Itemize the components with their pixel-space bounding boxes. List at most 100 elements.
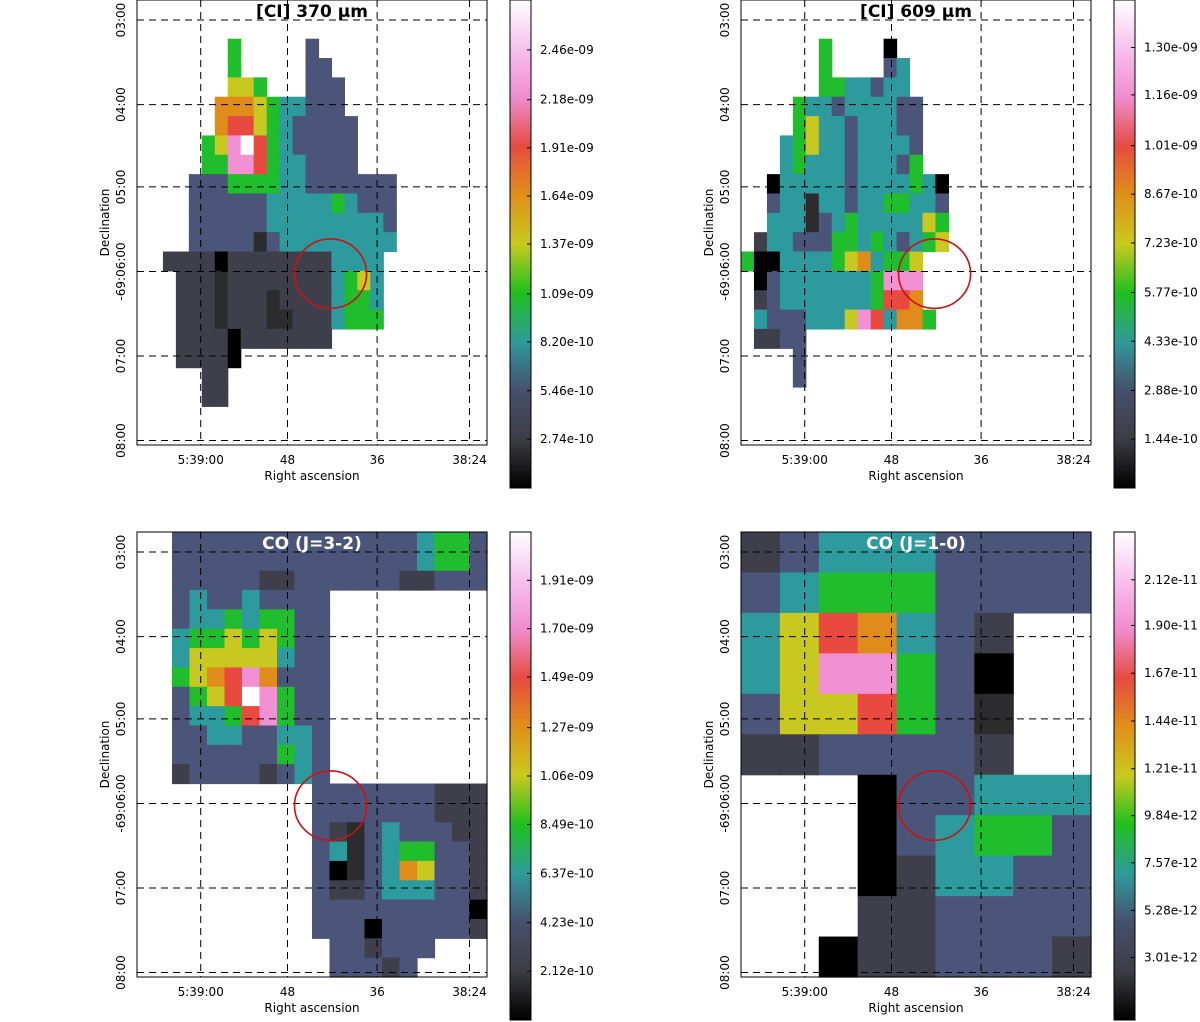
- heatmap-cell: [347, 880, 366, 901]
- heatmap-cell: [331, 174, 345, 195]
- heatmap-cell: [305, 328, 320, 349]
- heatmap-cell: [469, 783, 488, 804]
- heatmap-cell: [344, 309, 358, 330]
- heatmap-cell: [344, 116, 358, 137]
- colorbar-tick-label: 2.46e-09: [540, 43, 594, 57]
- heatmap-cell: [253, 328, 268, 349]
- heatmap-cell: [434, 860, 453, 881]
- heatmap-cell: [312, 783, 331, 804]
- heatmap-cell: [227, 116, 242, 137]
- heatmap-cell: [347, 783, 366, 804]
- heatmap-cell: [214, 154, 229, 175]
- heatmap-cell: [224, 667, 243, 688]
- heatmap-cell: [207, 609, 226, 630]
- heatmap-cell: [870, 77, 885, 98]
- heatmap-cell: [909, 96, 924, 117]
- heatmap-cell: [277, 628, 296, 649]
- heatmap-cell: [883, 270, 898, 291]
- heatmap-cell: [844, 154, 859, 175]
- y-tick-label: 04:00: [718, 619, 732, 654]
- heatmap-cell: [883, 77, 898, 98]
- heatmap-cell: [214, 96, 229, 117]
- heatmap-cell: [318, 270, 333, 291]
- heatmap-cell: [818, 232, 833, 253]
- heatmap-cell: [909, 251, 924, 272]
- heatmap-cell: [189, 532, 208, 552]
- heatmap-cell: [277, 590, 296, 610]
- y-tick-label: 07:00: [114, 871, 128, 906]
- heatmap-cell: [883, 135, 898, 156]
- heatmap-cell: [189, 744, 208, 765]
- heatmap-cell: [279, 116, 294, 137]
- heatmap-cell: [896, 174, 911, 195]
- heatmap-cell: [318, 309, 333, 330]
- heatmap-cell: [434, 551, 453, 572]
- heatmap-cell: [344, 135, 358, 156]
- heatmap-cell: [857, 734, 898, 776]
- colorbar-tick-label: 8.67e-10: [1144, 187, 1198, 201]
- heatmap-cell: [922, 174, 937, 195]
- heatmap-cell: [382, 783, 401, 804]
- heatmap-cell: [909, 193, 924, 214]
- heatmap-cell: [417, 918, 436, 939]
- heatmap-cell: [417, 860, 436, 881]
- heatmap-cell: [292, 96, 307, 117]
- heatmap-cell: [201, 328, 216, 349]
- heatmap-cell: [312, 686, 331, 707]
- heatmap-cell: [305, 38, 320, 59]
- heatmap-cell: [344, 154, 358, 175]
- heatmap-cell: [172, 667, 191, 688]
- heatmap-cell: [818, 212, 833, 233]
- heatmap-cell: [294, 532, 313, 552]
- heatmap-cell: [318, 193, 333, 214]
- heatmap-cell: [935, 232, 949, 253]
- colorbar-tick-label: 2.18e-09: [540, 93, 594, 107]
- heatmap-cell: [279, 232, 294, 253]
- heatmap-cell: [382, 822, 401, 843]
- heatmap-cell: [329, 957, 348, 978]
- heatmap-cell: [753, 290, 768, 311]
- heatmap-cell: [172, 609, 191, 630]
- heatmap-cell: [331, 212, 345, 233]
- heatmap-cells: [162, 38, 397, 407]
- y-tick-label: 05:00: [718, 170, 732, 205]
- heatmap-cell: [382, 802, 401, 823]
- heatmap-cell: [1052, 572, 1092, 614]
- heatmap-cell: [347, 551, 366, 572]
- heatmap-cell: [279, 270, 294, 291]
- heatmap-cell: [189, 667, 208, 688]
- heatmap-cell: [189, 570, 208, 591]
- heatmap-cell: [844, 309, 859, 330]
- heatmap-cell: [259, 667, 278, 688]
- heatmap-cell: [175, 348, 190, 369]
- heatmap-cell: [469, 551, 488, 572]
- colorbar-tick-label: 2.74e-10: [540, 432, 594, 446]
- heatmap-cell: [329, 899, 348, 920]
- heatmap-cell: [329, 822, 348, 843]
- heatmap-cell: [857, 309, 872, 330]
- heatmap-cell: [974, 774, 1014, 816]
- heatmap-cell: [224, 532, 243, 552]
- heatmap-cell: [909, 309, 924, 330]
- heatmap-cell: [974, 734, 1014, 776]
- heatmap-cell: [883, 154, 898, 175]
- heatmap-cell: [364, 918, 383, 939]
- heatmap-cell: [818, 693, 859, 735]
- heatmap-cell: [883, 58, 898, 78]
- heatmap-cell: [857, 251, 872, 272]
- heatmap-cell: [253, 116, 268, 137]
- heatmap-cell: [753, 270, 768, 291]
- heatmap-cell: [214, 348, 229, 369]
- heatmap-cell: [922, 193, 937, 214]
- y-axis-label: Declination: [98, 721, 112, 789]
- heatmap-cell: [242, 628, 261, 649]
- x-tick-label: 36: [369, 453, 384, 467]
- heatmap-cell: [792, 193, 807, 214]
- heatmap-cell: [253, 270, 268, 291]
- heatmap-cell: [294, 764, 313, 785]
- heatmap-cell: [312, 609, 331, 630]
- heatmap-cell: [883, 96, 898, 117]
- heatmap-cell: [279, 290, 294, 311]
- heatmap-cell: [805, 212, 820, 233]
- heatmap-cell: [382, 570, 401, 591]
